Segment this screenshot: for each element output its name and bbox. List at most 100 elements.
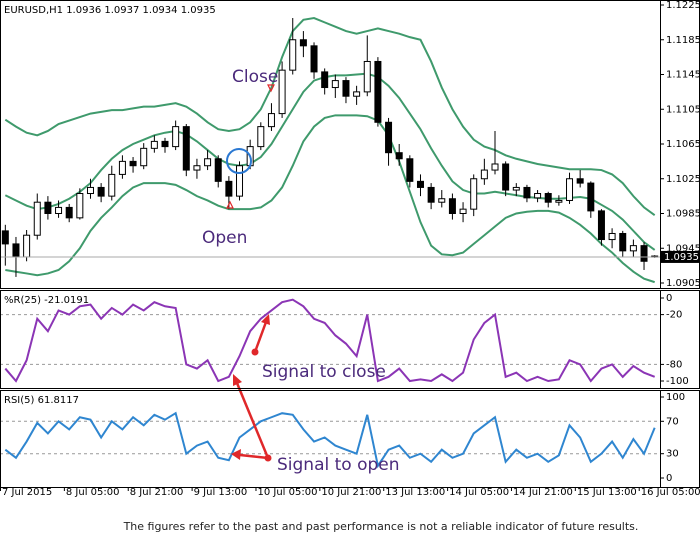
candle-body: [395, 152, 403, 160]
candle-body: [438, 198, 446, 203]
candle-body: [321, 71, 329, 89]
y-tick-label: 30: [666, 449, 679, 460]
candle-body: [629, 245, 637, 252]
candle-body: [353, 91, 361, 97]
y-tick-label: 1.1185: [666, 35, 700, 46]
candle-body: [331, 80, 339, 89]
candle-body: [33, 201, 41, 236]
x-tick-label: 8 Jul 05:00: [66, 487, 120, 498]
x-tick-label: 14 Jul 21:00: [513, 487, 573, 498]
x-tick-label: 13 Jul 13:00: [385, 487, 445, 498]
candle-body: [278, 69, 286, 115]
candle-body: [172, 126, 180, 148]
y-tick-label: 70: [666, 416, 679, 427]
annotation: Close: [232, 67, 278, 87]
candle-body: [555, 199, 563, 203]
x-tick-label: 10 Jul 21:00: [321, 487, 381, 498]
candle-body: [406, 158, 414, 182]
arrow: [239, 453, 269, 460]
candle-body: [65, 206, 73, 219]
annotation: Signal to close: [262, 362, 386, 382]
candle-body: [23, 234, 31, 258]
candle-body: [1, 230, 9, 245]
candle-body: [129, 160, 137, 167]
x-tick-label: 9 Jul 13:00: [194, 487, 248, 498]
last-price-box: [661, 250, 700, 263]
y-tick-label: 1.1025: [666, 174, 700, 185]
x-tick-label: 15 Jul 13:00: [577, 487, 637, 498]
candle-body: [299, 39, 307, 47]
candle-body: [427, 186, 435, 203]
candle-body: [502, 163, 510, 191]
arrow-head: [261, 314, 270, 325]
arrow: [235, 382, 270, 459]
candle-body: [257, 126, 265, 148]
candle-body: [597, 210, 605, 241]
disclaimer: The figures refer to the past and past p…: [123, 520, 639, 533]
x-tick-label: 14 Jul 05:00: [449, 487, 509, 498]
candle-body: [480, 169, 488, 180]
candle-body: [182, 126, 190, 171]
indicator-line: [4, 411, 656, 469]
candle-body: [236, 165, 244, 197]
annotation: Open: [202, 228, 247, 248]
y-tick-label: 100: [666, 392, 685, 403]
candle-body: [204, 158, 212, 167]
panel-title: %R(25) -21.0191: [4, 295, 89, 306]
band-line: [4, 16, 656, 217]
candle-body: [619, 232, 627, 252]
sell-marker: [267, 84, 275, 93]
y-tick-label: 0: [666, 293, 672, 304]
candle-body: [374, 60, 382, 123]
candle-body: [44, 201, 52, 215]
y-tick-label: 1.0905: [666, 278, 700, 289]
candle-body: [214, 158, 222, 182]
candle-body: [448, 198, 456, 214]
candle-body: [108, 173, 116, 197]
buy-marker: [226, 200, 234, 209]
annotation-shapes: [226, 84, 275, 462]
candle-body: [363, 60, 371, 93]
y-tick-label: 1.0945: [666, 243, 700, 254]
annotation: Signal to open: [277, 455, 400, 475]
candle-body: [640, 245, 648, 262]
arrow: [253, 321, 268, 353]
y-tick-label: 1.1065: [666, 139, 700, 150]
panel-title: EURUSD,H1 1.0936 1.0937 1.0934 1.0935: [4, 5, 216, 16]
candle-body: [76, 193, 84, 219]
panel-title: RSI(5) 61.8117: [4, 395, 79, 406]
candle-body: [267, 113, 275, 128]
y-tick-label: 1.1225: [666, 0, 700, 11]
x-tick-label: 8 Jul 21:00: [130, 487, 184, 498]
arrow-head: [231, 449, 241, 460]
candle-body: [385, 121, 393, 154]
candle-body: [161, 140, 169, 148]
candle-body: [576, 178, 584, 184]
candle-body: [140, 147, 148, 167]
candle-body: [491, 163, 499, 171]
y-tick-label: 0: [666, 473, 672, 484]
last-price-label: 1.0935: [664, 252, 699, 263]
candle-body: [470, 178, 478, 210]
x-tick-label: 7 Jul 2015: [2, 487, 52, 498]
candle-body: [459, 208, 467, 214]
candle-body: [12, 243, 20, 258]
candle-body: [225, 180, 233, 197]
candle-body: [150, 140, 158, 149]
y-tick-label: 1.1145: [666, 70, 700, 81]
candle-body: [289, 39, 297, 71]
candle-body: [416, 180, 424, 188]
y-tick-label: -100: [666, 376, 689, 387]
band-line: [5, 114, 655, 284]
candle-body: [512, 186, 520, 191]
x-tick-label: 16 Jul 05:00: [641, 487, 700, 498]
candle-body: [342, 80, 350, 97]
y-tick-label: -20: [666, 310, 682, 321]
candle-body: [118, 160, 126, 175]
x-tick-label: 10 Jul 05:00: [257, 487, 317, 498]
y-tick-label: 1.1105: [666, 104, 700, 115]
candle-body: [566, 178, 574, 201]
candle-body: [523, 186, 531, 199]
candle-body: [193, 165, 201, 171]
